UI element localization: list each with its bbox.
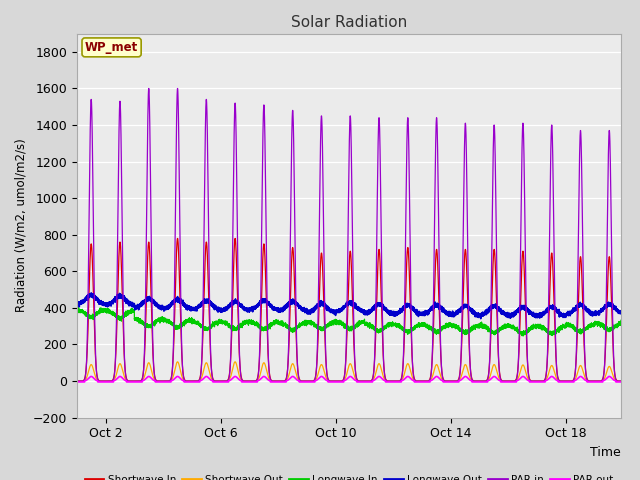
PAR in (563, 378, 570, 384)
Longwave In (220, 319, 228, 324)
PAR in (220, 378, 228, 384)
Longwave Out (73, 300, 81, 305)
Y-axis label: Radiation (W/m2, umol/m2/s): Radiation (W/m2, umol/m2/s) (14, 139, 27, 312)
PAR in (328, 378, 335, 384)
PAR out (266, 378, 274, 384)
PAR out (328, 379, 335, 385)
Longwave In (74, 303, 82, 309)
PAR out (513, 379, 520, 385)
Longwave Out (477, 316, 484, 322)
Shortwave In (563, 378, 570, 384)
Shortwave Out (620, 378, 627, 384)
Longwave In (519, 333, 527, 339)
Line: Shortwave In: Shortwave In (77, 239, 623, 381)
Longwave In (416, 322, 424, 327)
Line: Shortwave Out: Shortwave Out (77, 362, 623, 381)
Shortwave Out (73, 378, 81, 384)
PAR out (73, 379, 81, 385)
Longwave Out (328, 306, 335, 312)
Longwave Out (220, 308, 228, 313)
Line: Longwave In: Longwave In (77, 306, 623, 336)
PAR in (513, 377, 520, 383)
Shortwave In (328, 378, 335, 384)
Shortwave In (220, 378, 228, 384)
PAR in (549, 156, 557, 162)
Shortwave Out (416, 378, 424, 384)
X-axis label: Time: Time (590, 446, 621, 459)
Longwave In (266, 323, 274, 328)
Longwave Out (88, 290, 95, 296)
Shortwave In (513, 376, 520, 382)
Shortwave Out (328, 378, 335, 384)
Shortwave Out (220, 378, 228, 384)
PAR out (220, 379, 228, 385)
Title: Solar Radiation: Solar Radiation (291, 15, 407, 30)
PAR in (266, 374, 274, 380)
Longwave In (513, 327, 520, 333)
Shortwave Out (591, 378, 599, 384)
Longwave Out (513, 309, 520, 315)
Shortwave Out (513, 378, 520, 384)
Shortwave In (620, 378, 627, 384)
Longwave In (549, 329, 557, 335)
Shortwave Out (549, 364, 557, 370)
Longwave Out (266, 301, 274, 307)
Shortwave Out (266, 377, 274, 383)
Line: Longwave Out: Longwave Out (77, 293, 623, 319)
Line: PAR in: PAR in (77, 88, 623, 381)
Text: WP_met: WP_met (85, 41, 138, 54)
Shortwave In (416, 378, 424, 384)
PAR in (416, 378, 424, 384)
Shortwave Out (173, 359, 181, 365)
Shortwave In (173, 236, 181, 241)
Longwave In (328, 320, 335, 325)
PAR out (416, 379, 424, 385)
PAR in (73, 378, 81, 384)
Shortwave In (266, 373, 274, 379)
PAR out (620, 379, 627, 385)
Longwave Out (620, 309, 627, 315)
PAR in (145, 85, 152, 91)
Shortwave In (549, 264, 557, 269)
Longwave Out (549, 304, 557, 310)
PAR out (87, 373, 95, 379)
Legend: Shortwave In, Shortwave Out, Longwave In, Longwave Out, PAR in, PAR out: Shortwave In, Shortwave Out, Longwave In… (81, 471, 617, 480)
Longwave In (620, 321, 627, 327)
Line: PAR out: PAR out (77, 376, 623, 382)
PAR out (549, 374, 557, 380)
PAR in (620, 378, 627, 384)
Longwave In (73, 307, 81, 313)
Shortwave In (73, 378, 81, 384)
Longwave Out (416, 310, 424, 315)
